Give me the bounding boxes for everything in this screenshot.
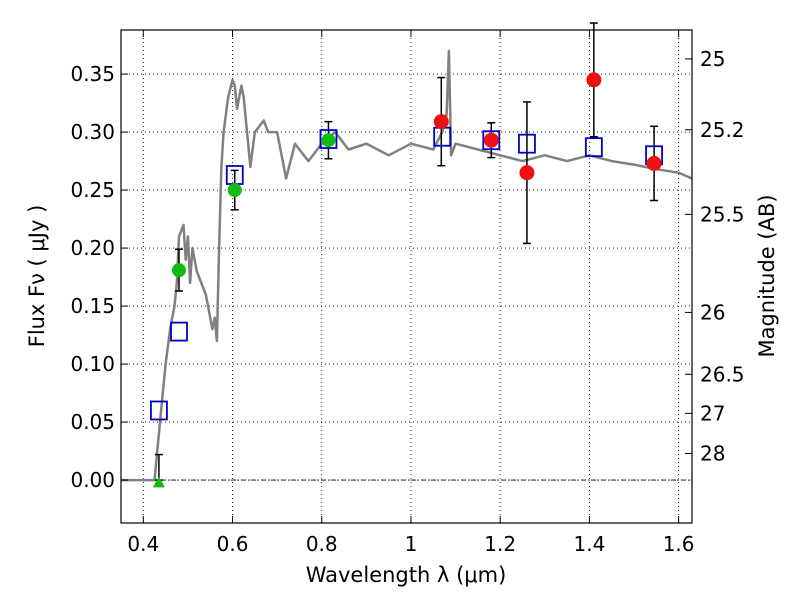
x-tick-label: 1.6 (663, 532, 695, 556)
nir-data-point (433, 114, 449, 130)
y-tick-label: 0.25 (70, 178, 115, 202)
tick-labels: 0.4 0.6 0.8 1 1.2 1.4 1.6 0.00 0.05 0.10 0.15 0.20 0… (70, 47, 744, 556)
model-square-marker (482, 130, 501, 151)
model-square-marker (170, 321, 188, 342)
x-axis-label: Wavelength λ (μm) (306, 563, 507, 587)
x-tick-label: 0.6 (217, 532, 249, 556)
mag-tick-label: 27 (700, 401, 725, 425)
y-tick-label: 0.05 (70, 410, 115, 434)
optical-data-point (171, 263, 186, 278)
nir-data-point (519, 165, 535, 181)
model-square-marker (518, 133, 536, 154)
y-tick-label: 0.35 (70, 62, 115, 86)
y-tick-label: 0.20 (70, 236, 115, 260)
model-square-marker (150, 400, 168, 421)
y-tick-label: 0.00 (70, 468, 115, 492)
optical-data-point (321, 133, 336, 148)
nir-data-point (586, 72, 602, 88)
model-spectrum-line (121, 49, 693, 482)
optical-data-point (227, 183, 242, 198)
data-markers (150, 72, 663, 488)
y-tick-label: 0.15 (70, 294, 115, 318)
model-square-marker (584, 137, 603, 158)
mag-tick-label: 28 (700, 442, 725, 466)
y-axis-label: Flux Fν ( μJy ) (25, 205, 49, 348)
mag-tick-label: 25.2 (700, 118, 745, 142)
model-spectrum (121, 49, 693, 482)
mag-tick-label: 25 (700, 47, 725, 71)
x-tick-label: 1.4 (573, 532, 605, 556)
x-tick-label: 0.8 (306, 532, 338, 556)
y-tick-label: 0.10 (70, 352, 115, 376)
y2-axis-label: Magnitude (AB) (755, 194, 779, 357)
nir-data-point (483, 132, 499, 148)
upper-limit-marker (152, 476, 165, 488)
axis-ticks (121, 30, 692, 523)
grid-lines (121, 30, 692, 523)
y-tick-label: 0.30 (70, 120, 115, 144)
x-tick-label: 1.2 (484, 532, 516, 556)
x-tick-label: 0.4 (127, 532, 159, 556)
x-tick-label: 1 (405, 532, 418, 556)
model-square-marker (319, 129, 338, 149)
mag-tick-label: 26.5 (700, 362, 745, 386)
plot-frame (120, 29, 693, 524)
nir-data-point (646, 155, 662, 171)
mag-tick-label: 25.5 (700, 202, 745, 226)
mag-tick-label: 26 (700, 300, 725, 324)
